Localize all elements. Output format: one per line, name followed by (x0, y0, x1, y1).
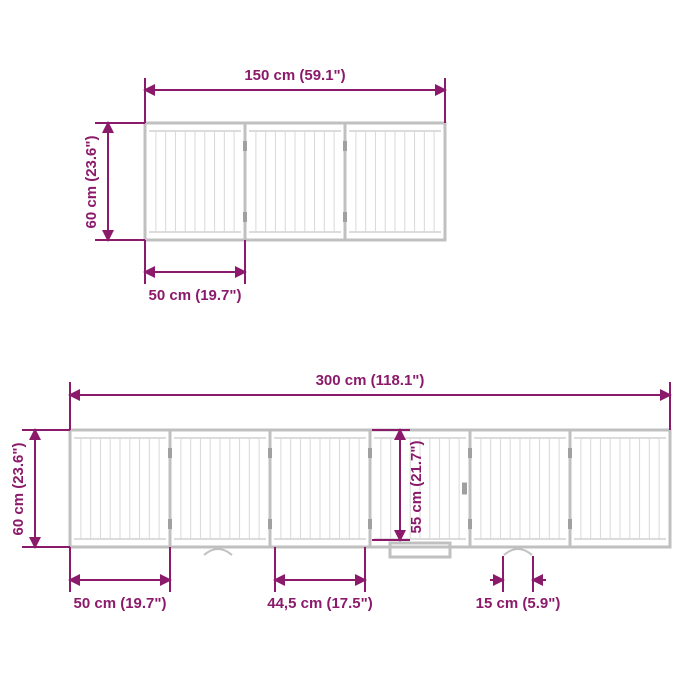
label-bot-total-width: 300 cm (118.1") (316, 372, 425, 389)
bottom-view (70, 430, 670, 557)
label-bot-door-width: 44,5 cm (17.5") (267, 595, 373, 612)
dim-top-panel-width: 50 cm (19.7") (145, 240, 245, 304)
dim-bot-panel-width: 50 cm (19.7") (70, 547, 170, 612)
label-bot-panel-width: 50 cm (19.7") (74, 595, 167, 612)
top-view (145, 123, 445, 240)
dim-top-height: 60 cm (23.6") (83, 123, 145, 240)
label-bot-height: 60 cm (23.6") (10, 442, 27, 535)
dim-bot-door-height: 55 cm (21.7") (372, 430, 425, 540)
diagram-svg: 150 cm (59.1") 60 cm (23.6") 50 cm (19.7… (0, 0, 700, 700)
dim-top-total-width: 150 cm (59.1") (145, 67, 445, 123)
label-bot-foot: 15 cm (5.9") (476, 595, 561, 612)
label-top-height: 60 cm (23.6") (83, 135, 100, 228)
dim-bot-door-width: 44,5 cm (17.5") (267, 547, 373, 612)
label-top-total-width: 150 cm (59.1") (244, 67, 345, 84)
dim-bot-height: 60 cm (23.6") (10, 430, 70, 547)
dim-bot-total-width: 300 cm (118.1") (70, 372, 670, 430)
label-bot-door-height: 55 cm (21.7") (408, 440, 425, 533)
label-top-panel-width: 50 cm (19.7") (149, 287, 242, 304)
dim-bot-foot: 15 cm (5.9") (476, 556, 561, 612)
